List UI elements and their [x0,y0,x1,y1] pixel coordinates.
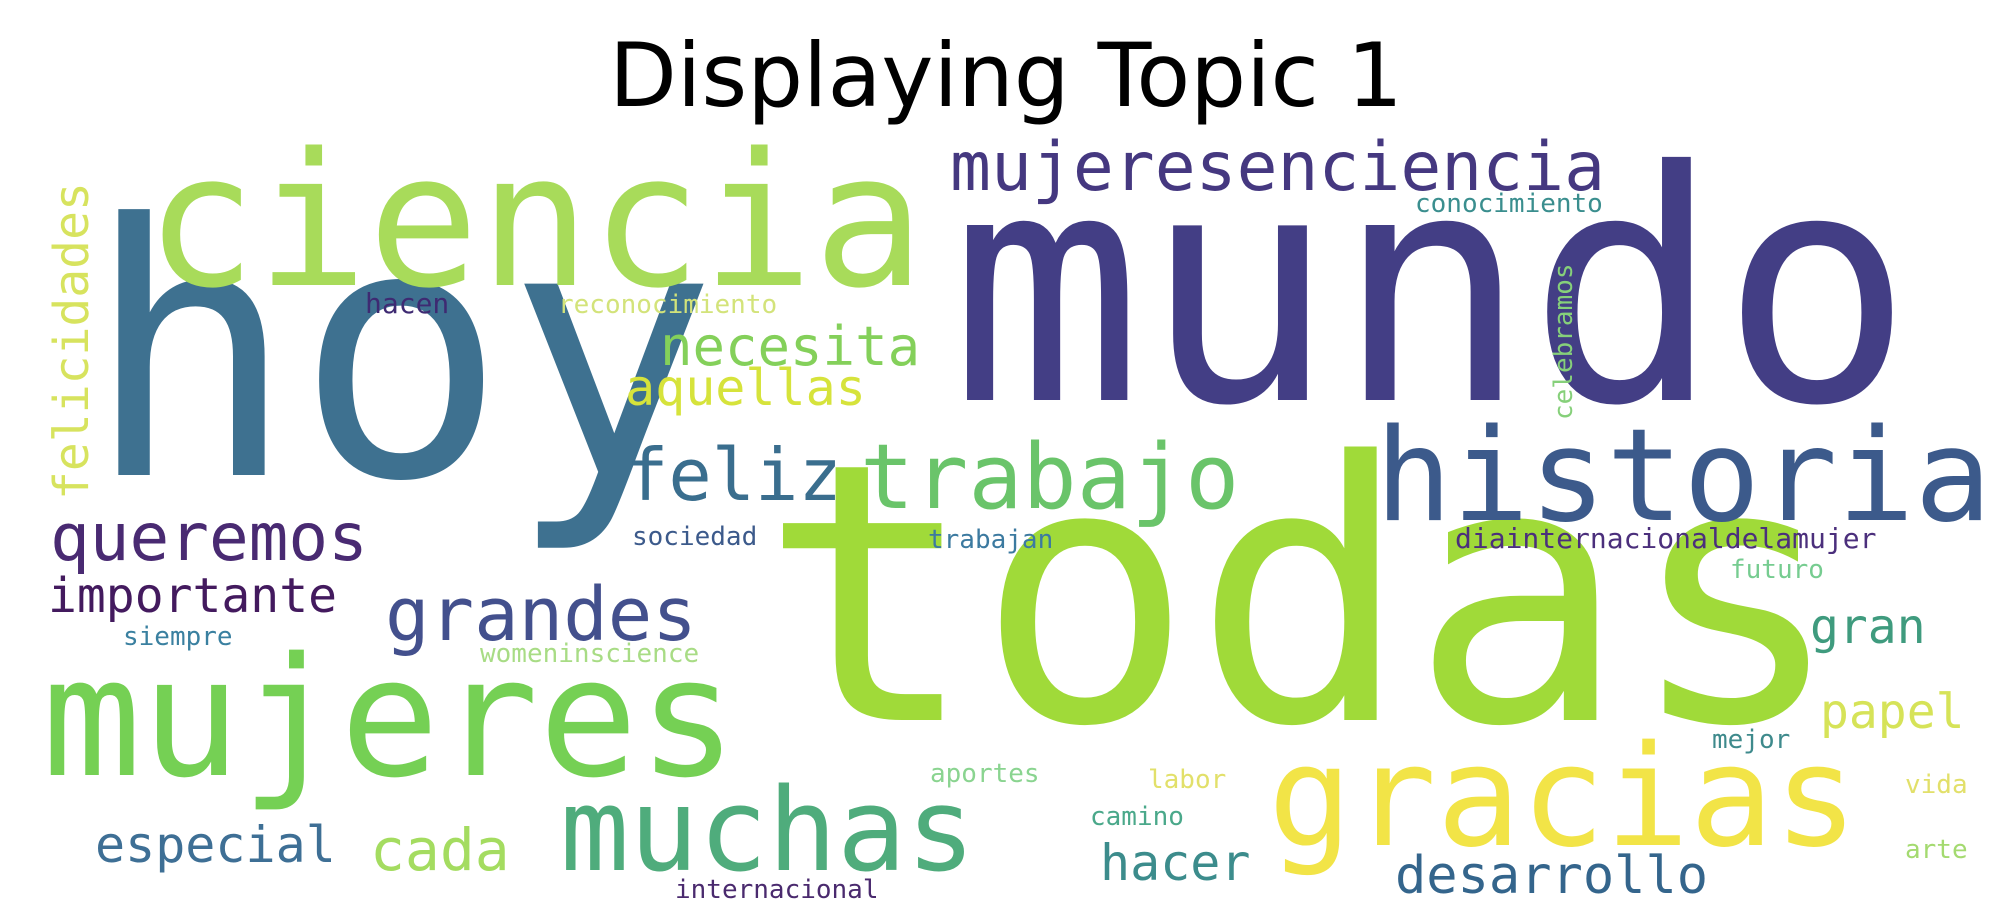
word-vida: vida [1905,770,1968,800]
word-importante: importante [48,568,337,624]
word-celebramos: celebramos [1549,263,1579,420]
word-labor: labor [1148,765,1226,795]
chart-title: Displaying Topic 1 [609,24,1403,127]
word-arte: arte [1905,835,1968,865]
word-necesita: necesita [660,315,920,378]
word-womeninscience: womeninscience [480,639,699,669]
word-hoy: hoy [85,150,717,558]
word-papel: papel [1820,684,1965,740]
word-queremos: queremos [50,499,368,576]
word-ciencia: ciencia [145,113,925,329]
word-aportes: aportes [930,759,1040,789]
word-muchas: muchas [560,764,975,898]
word-gracias: gracias [1268,716,1858,879]
word-futuro: futuro [1730,555,1824,585]
word-internacional: internacional [675,875,879,905]
word-camino: camino [1090,802,1184,832]
word-feliz: feliz [625,433,842,517]
word-siempre: siempre [123,622,233,652]
word-cada: cada [370,816,510,884]
word-diainternacionaldelamujer: diainternacionaldelamujer [1455,522,1876,555]
word-grandes: grandes [385,572,697,658]
word-mujeres: mujeres [42,622,737,814]
word-historia: historia [1375,402,1992,551]
word-gran: gran [1810,599,1926,655]
word-todas: todas [760,386,1844,805]
word-desarrollo: desarrollo [1395,846,1708,906]
word-hacer: hacer [1100,834,1251,892]
word-trabajan: trabajan [928,525,1053,555]
word-sociedad: sociedad [632,522,757,552]
word-mujeresenciencia: mujeresenciencia [950,128,1605,207]
word-conocimiento: conocimiento [1415,189,1603,219]
word-aquellas: aquellas [625,359,866,417]
word-hacen: hacen [365,287,449,320]
word-mundo: mundo [950,104,1913,476]
word-reconocimiento: reconocimiento [558,290,777,320]
word-especial: especial [95,816,336,874]
word-mejor: mejor [1712,725,1790,755]
word-felicidades: felicidades [44,182,100,500]
word-trabajo: trabajo [860,425,1239,530]
